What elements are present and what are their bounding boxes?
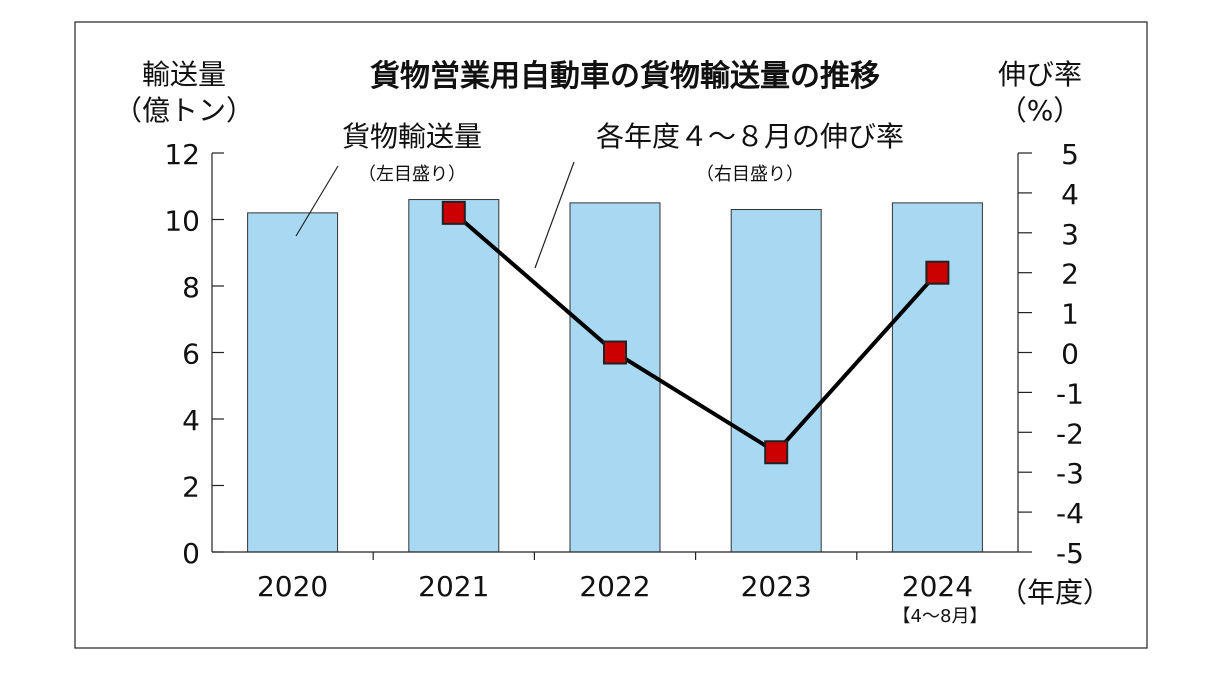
line-series-sublabel: （右目盛り） [696,164,804,185]
line-series-leader [534,161,575,269]
bar-series-sublabel: （左目盛り） [358,164,466,185]
bar-2021 [408,199,500,553]
right-tick-label: -4 [1056,497,1084,530]
x-tick-label: 2021 [418,570,489,603]
x-tick-label: 2023 [741,570,812,603]
left-tick-label: 0 [182,537,200,570]
left-tick-label: 4 [182,404,200,437]
x-tick-label: 2022 [579,570,650,603]
bar-2023 [730,209,822,553]
right-tick-label: 1 [1061,298,1079,331]
left-axis-unit-line1: 輸送量 [142,58,226,91]
right-tick-label: 3 [1061,218,1079,251]
chart-title: 貨物営業用自動車の貨物輸送量の推移 [370,59,880,94]
growth-marker-2024 [925,260,950,285]
growth-marker-2023 [764,440,789,465]
right-tick-label: -2 [1056,417,1084,450]
category-note: 【4〜8月】 [893,606,988,627]
right-tick-label: 2 [1061,258,1079,291]
x-tick-label: 2020 [257,570,328,603]
right-tick-label: 4 [1061,178,1079,211]
right-tick-label: -1 [1056,377,1084,410]
right-tick-label: -5 [1056,537,1084,570]
right-axis-unit-line1: 伸び率 [998,58,1082,91]
bar-2024 [891,202,983,553]
x-tick-label: 2024 [902,570,973,603]
right-tick-label: 0 [1061,338,1079,371]
bar-2020 [247,212,339,553]
left-tick-label: 2 [182,471,200,504]
bar-2022 [569,202,661,553]
left-axis-unit-line2: （億トン） [114,94,254,127]
right-axis-unit-line2: （%） [999,94,1082,127]
right-tick-label: -3 [1056,457,1084,490]
left-tick-label: 8 [182,271,200,304]
left-tick-label: 6 [182,338,200,371]
growth-rate-line [452,211,939,455]
x-axis-unit: （年度） [999,576,1111,609]
bar-series-label: 貨物輸送量 [342,120,482,153]
line-series-label: 各年度４〜８月の伸び率 [596,120,904,153]
bar-series-leader [295,165,339,237]
left-tick-label: 10 [164,205,200,238]
right-tick-label: 5 [1061,138,1079,171]
growth-marker-2021 [441,200,466,225]
left-tick-label: 12 [164,138,200,171]
growth-marker-2022 [603,340,627,365]
